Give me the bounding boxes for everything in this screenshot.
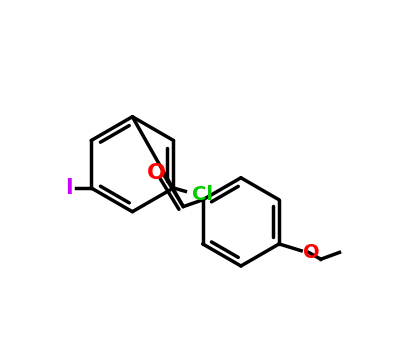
Text: Cl: Cl — [192, 185, 213, 204]
Text: I: I — [65, 178, 72, 198]
Text: O: O — [302, 243, 319, 262]
Text: O: O — [146, 163, 165, 183]
